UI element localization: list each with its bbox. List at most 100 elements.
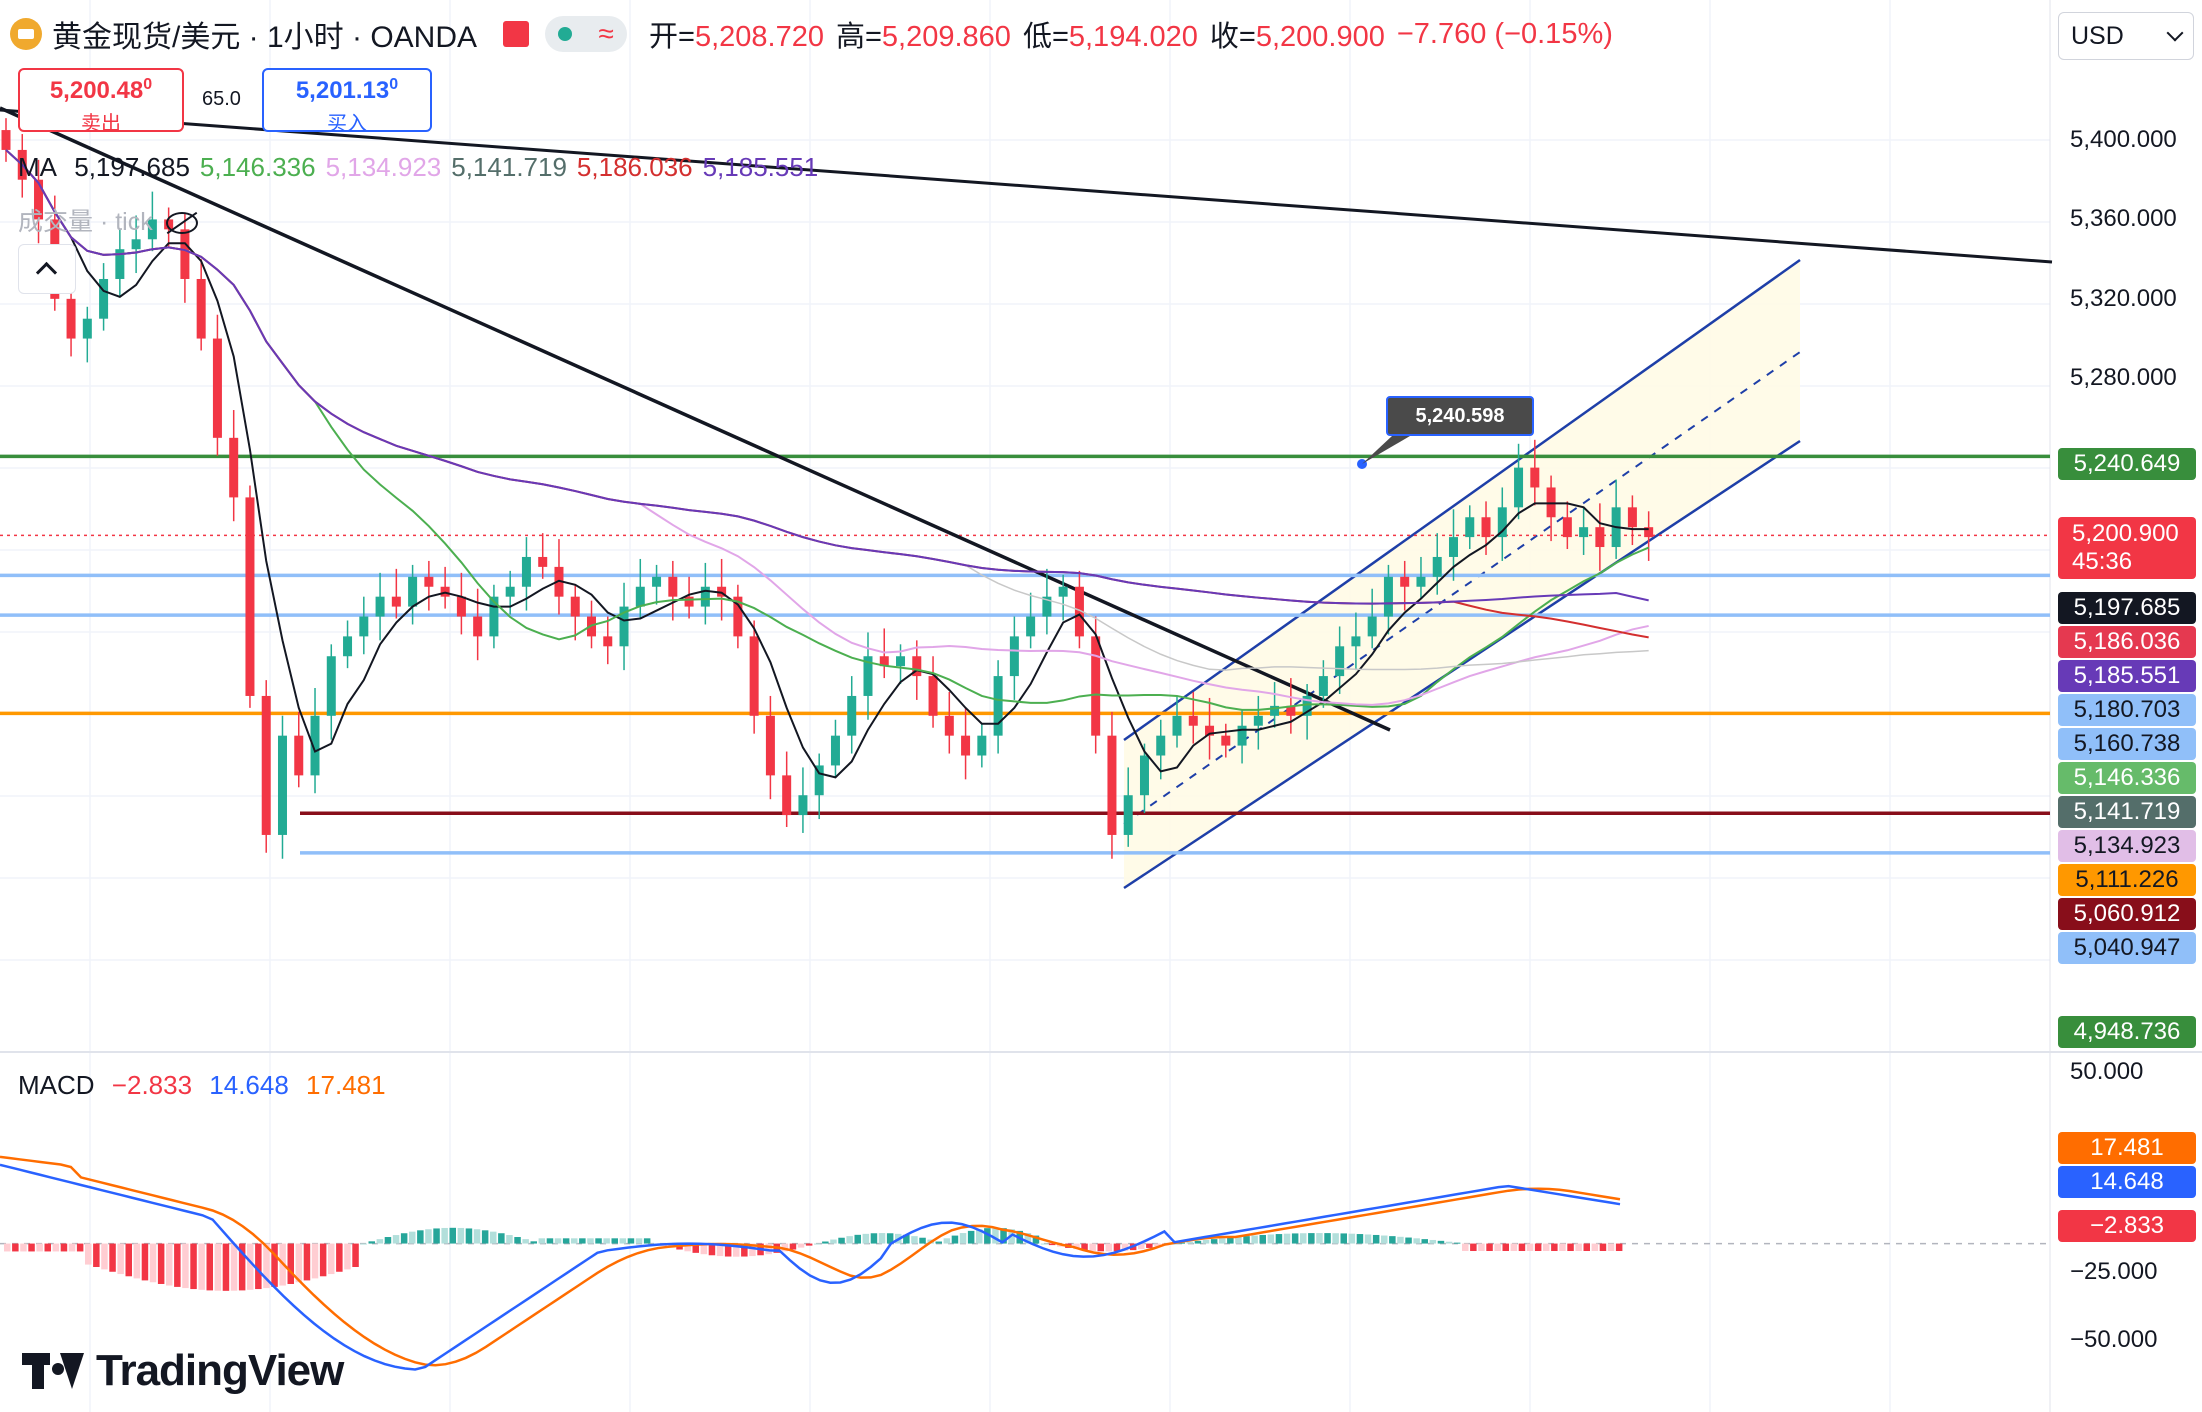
- candle-body: [993, 676, 1003, 736]
- macd-hist-bar: [12, 1243, 19, 1252]
- macd-hist-bar: [733, 1243, 740, 1257]
- collapse-legend-button[interactable]: [18, 244, 76, 294]
- indicator-pill[interactable]: ≈: [545, 16, 628, 52]
- candle-body: [896, 656, 906, 667]
- macd-hist-bar: [554, 1238, 562, 1244]
- macd-hist-bar: [182, 1243, 189, 1289]
- candle-body: [1335, 646, 1345, 677]
- macd-hist-bar: [4, 1243, 11, 1252]
- macd-hist-bar: [854, 1234, 861, 1244]
- macd-hist-bar: [1567, 1243, 1574, 1252]
- macd-hist-bar: [611, 1238, 618, 1244]
- price-tick-3: 5,280.000: [2070, 364, 2177, 392]
- macd-label-1: 14.648: [2058, 1166, 2196, 1198]
- candle-body: [1595, 527, 1605, 548]
- ohlc-label-3: 收=: [1209, 21, 1256, 53]
- buy-button[interactable]: 5,201.130 买入: [262, 68, 432, 135]
- macd-hist-bar: [174, 1243, 181, 1287]
- currency-select[interactable]: USD: [2058, 12, 2194, 60]
- macd-hist-bar: [1040, 1243, 1048, 1245]
- candle-body: [928, 676, 938, 716]
- macd-label-2: −2.833: [2058, 1210, 2196, 1242]
- price-change: −7.760 (−0.15%): [1396, 17, 1613, 50]
- macd-hist-bar: [206, 1243, 213, 1291]
- candle-body: [456, 596, 466, 617]
- ohlc-value-3: 5,200.900: [1255, 21, 1385, 53]
- macd-hist-bar: [870, 1233, 878, 1244]
- candle-body: [310, 715, 320, 776]
- ma-values: 5,197.685 5,146.336 5,134.923 5,141.719 5,18…: [74, 152, 828, 182]
- ma-line-6: [5, 149, 1649, 605]
- macd-hist-bar: [522, 1239, 529, 1244]
- candle-body: [180, 229, 190, 279]
- symbol-title[interactable]: 黄金现货/美元 · 1小时 · OANDA: [52, 21, 478, 54]
- macd-hist-bar: [1397, 1236, 1404, 1244]
- price-label-2: 5,186.036: [2058, 626, 2196, 658]
- macd-hist-bar: [1227, 1237, 1234, 1244]
- candle-body: [1237, 725, 1247, 746]
- price-tick-2: 5,320.000: [2070, 284, 2177, 312]
- price-callout[interactable]: 5,240.598: [1386, 396, 1534, 436]
- candle-body: [505, 586, 515, 597]
- candle-body: [1221, 735, 1231, 746]
- price-tick-0: 5,400.000: [2070, 126, 2177, 153]
- candle-body: [765, 715, 775, 776]
- macd-hist-bar: [579, 1238, 586, 1244]
- macd-hist-bar: [789, 1243, 797, 1250]
- spread-value: 65.0: [202, 88, 241, 110]
- macd-hist-bar: [1097, 1243, 1104, 1252]
- trendline-down: [0, 106, 1391, 732]
- macd-hist-bar: [101, 1243, 108, 1270]
- status-dot-icon: [558, 27, 573, 41]
- buy-price: 5,201.13: [295, 77, 390, 104]
- candle-body: [1383, 576, 1393, 617]
- candle-body: [1367, 616, 1377, 637]
- volume-legend[interactable]: 成交量 · tick: [18, 202, 198, 238]
- macd-hist-bar: [490, 1231, 497, 1244]
- candle-body: [1530, 467, 1540, 488]
- candle-body: [229, 437, 239, 498]
- sell-button[interactable]: 5,200.480 卖出: [18, 68, 184, 135]
- macd-hist-bar: [20, 1243, 27, 1252]
- macd-hist-bar: [846, 1236, 853, 1244]
- macd-hist-bar: [1105, 1243, 1113, 1252]
- macd-hist-bar: [692, 1243, 699, 1253]
- macd-hist-bar: [627, 1238, 635, 1244]
- macd-line-value: 14.648: [209, 1070, 289, 1100]
- hidden-eye-icon[interactable]: [165, 212, 198, 235]
- candle-body: [424, 576, 434, 587]
- macd-hist-bar: [797, 1243, 805, 1248]
- macd-hist-bar: [60, 1243, 68, 1252]
- macd-hist-bar: [1462, 1243, 1469, 1252]
- macd-hist-bar: [781, 1243, 789, 1252]
- macd-legend[interactable]: MACD −2.833 14.648 17.481: [18, 1070, 396, 1101]
- candle-body: [1497, 507, 1507, 538]
- ma-legend[interactable]: MA 5,197.685 5,146.336 5,134.923 5,141.719 5…: [18, 152, 838, 183]
- macd-hist-bar: [635, 1238, 643, 1244]
- candle-body: [1481, 517, 1491, 538]
- candle-body: [473, 616, 483, 637]
- candle-body: [619, 606, 629, 647]
- macd-hist-bar: [1381, 1235, 1388, 1244]
- macd-hist-bar: [498, 1233, 505, 1244]
- candle-body: [570, 596, 580, 617]
- macd-hist-bar: [384, 1237, 392, 1244]
- ohlc-values: 开=5,208.720 高=5,209.860 低=5,194.020 收=5,200…: [649, 13, 1397, 55]
- macd-hist-bar: [951, 1235, 959, 1244]
- macd-hist-bar: [822, 1241, 829, 1244]
- candle-body: [538, 556, 548, 567]
- candle-body: [1286, 705, 1296, 716]
- candle-body: [652, 576, 662, 587]
- candle-body: [912, 656, 922, 677]
- volume-label: 成交量 · tick: [18, 208, 153, 236]
- candle-body: [1058, 586, 1068, 597]
- macd-hist-bar: [1300, 1233, 1307, 1244]
- macd-hist-bar: [1000, 1228, 1007, 1244]
- market-status-icon[interactable]: [503, 21, 530, 47]
- candle-body: [34, 179, 44, 220]
- macd-hist-bar: [903, 1234, 910, 1244]
- candle-body: [391, 596, 401, 607]
- ma-value-3: 5,141.719: [451, 152, 567, 182]
- macd-hist-bar: [506, 1235, 513, 1244]
